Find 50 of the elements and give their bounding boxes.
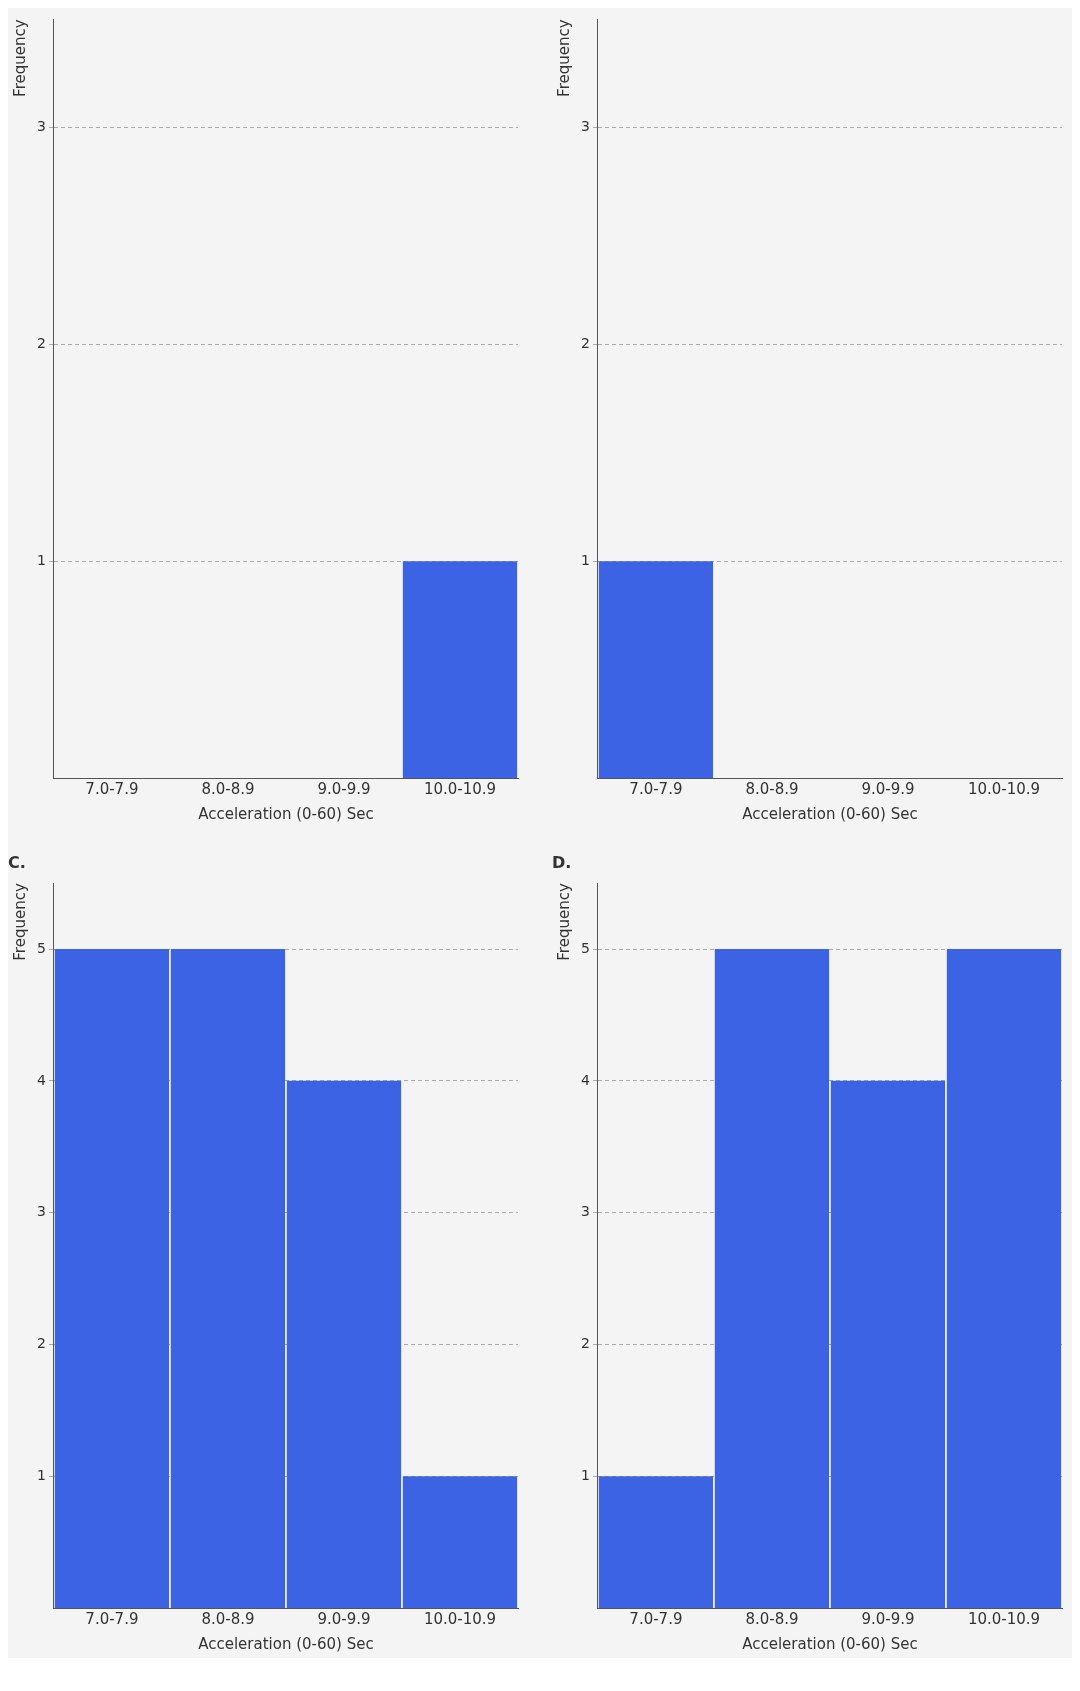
y-axis-title: Frequency bbox=[10, 883, 29, 961]
x-tick-label: 8.0-8.9 bbox=[201, 1609, 255, 1628]
x-tick-label: 10.0-10.9 bbox=[423, 779, 497, 798]
y-tick-label: 4 bbox=[36, 1071, 46, 1088]
x-tick-label: 7.0-7.9 bbox=[629, 779, 683, 798]
x-tick-label: 9.0-9.9 bbox=[317, 1609, 371, 1628]
bar bbox=[402, 1476, 518, 1608]
y-tick-label: 3 bbox=[580, 118, 590, 135]
y-tick-label: 2 bbox=[36, 1335, 46, 1352]
y-tick-label: 3 bbox=[580, 1203, 590, 1220]
x-tick-label: 10.0-10.9 bbox=[423, 1609, 497, 1628]
x-tick-label: 9.0-9.9 bbox=[317, 779, 371, 798]
x-tick-label: 7.0-7.9 bbox=[85, 1609, 139, 1628]
y-axis-title: Frequency bbox=[554, 19, 573, 97]
x-axis-title: Acceleration (0-60) Sec bbox=[198, 804, 374, 823]
y-tick-label: 5 bbox=[36, 939, 46, 956]
x-tick-label: 10.0-10.9 bbox=[967, 1609, 1041, 1628]
x-axis-title: Acceleration (0-60) Sec bbox=[198, 1634, 374, 1653]
bar bbox=[286, 1080, 402, 1608]
x-axis-title: Acceleration (0-60) Sec bbox=[742, 1634, 918, 1653]
y-tick-label: 3 bbox=[36, 1203, 46, 1220]
x-tick-label: 7.0-7.9 bbox=[629, 1609, 683, 1628]
x-tick-label: 8.0-8.9 bbox=[745, 779, 799, 798]
y-tick-label: 1 bbox=[36, 1466, 46, 1483]
bar bbox=[598, 1476, 714, 1608]
y-tick-label: 5 bbox=[580, 939, 590, 956]
x-tick-label: 10.0-10.9 bbox=[967, 779, 1041, 798]
x-tick-label: 7.0-7.9 bbox=[85, 779, 139, 798]
y-axis-title: Frequency bbox=[554, 883, 573, 961]
y-tick-label: 3 bbox=[36, 118, 46, 135]
bar bbox=[170, 949, 286, 1608]
y-tick-label: 2 bbox=[580, 335, 590, 352]
y-tick-label: 1 bbox=[580, 1466, 590, 1483]
x-tick-label: 8.0-8.9 bbox=[745, 1609, 799, 1628]
chart-title: D. bbox=[552, 852, 572, 872]
bar bbox=[946, 949, 1062, 1608]
y-tick-label: 1 bbox=[580, 551, 590, 568]
chart-title: C. bbox=[8, 852, 26, 872]
y-tick-label: 2 bbox=[580, 1335, 590, 1352]
y-tick-label: 1 bbox=[36, 551, 46, 568]
bar bbox=[830, 1080, 946, 1608]
x-tick-label: 9.0-9.9 bbox=[861, 1609, 915, 1628]
bar bbox=[54, 949, 170, 1608]
y-tick-label: 4 bbox=[580, 1071, 590, 1088]
x-axis-title: Acceleration (0-60) Sec bbox=[742, 804, 918, 823]
y-tick-label: 2 bbox=[36, 335, 46, 352]
x-tick-label: 8.0-8.9 bbox=[201, 779, 255, 798]
x-tick-label: 9.0-9.9 bbox=[861, 779, 915, 798]
y-axis-title: Frequency bbox=[10, 19, 29, 97]
bar bbox=[714, 949, 830, 1608]
